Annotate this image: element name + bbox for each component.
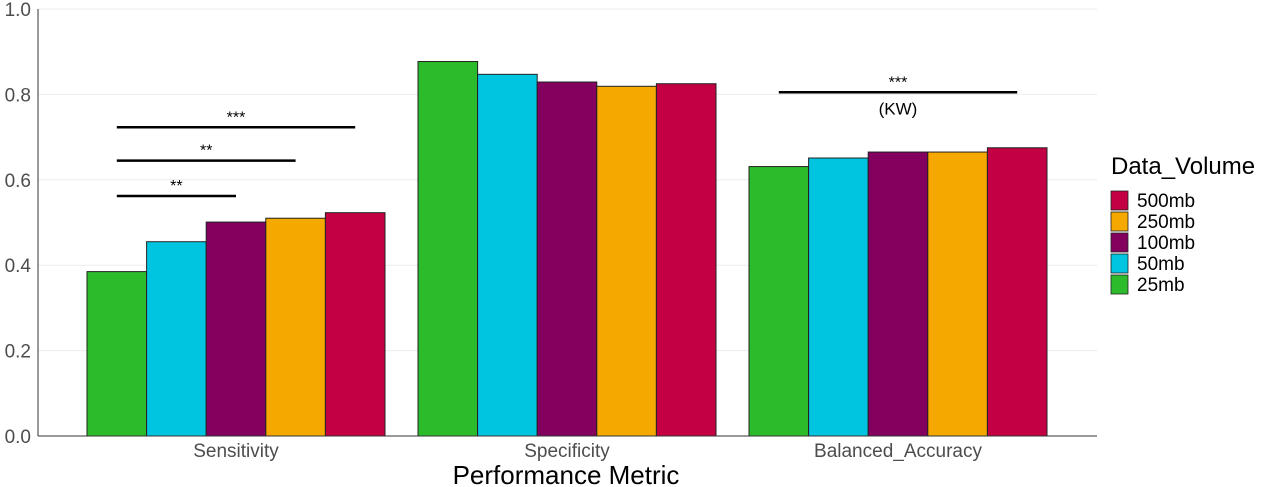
y-tick-label: 0.8 xyxy=(5,85,31,106)
bar-50mb-specificity xyxy=(477,73,538,437)
bar-25mb-specificity xyxy=(417,61,479,437)
significance-label: *** xyxy=(227,109,246,126)
significance-annotations: **********(KW) xyxy=(116,74,1018,198)
legend-swatch-25mb xyxy=(1110,274,1129,295)
significance-label: ** xyxy=(200,143,212,160)
y-tick-label: 0.4 xyxy=(5,256,32,277)
y-tick-label: 0.2 xyxy=(5,342,31,363)
significance-sublabel: (KW) xyxy=(879,99,918,118)
significance-label: *** xyxy=(889,74,908,91)
legend-swatch-500mb xyxy=(1110,190,1129,211)
bar-100mb-specificity xyxy=(536,81,598,437)
bar-500mb-balanced_accuracy xyxy=(986,147,1048,437)
legend-title: Data_Volume xyxy=(1111,153,1255,180)
legend-swatch-250mb xyxy=(1110,211,1129,232)
legend-label-250mb: 250mb xyxy=(1137,212,1195,233)
bars xyxy=(86,61,1048,437)
significance-label: ** xyxy=(170,178,182,195)
bar-250mb-balanced_accuracy xyxy=(927,151,988,437)
x-tick-label: Balanced_Accuracy xyxy=(814,441,982,462)
x-tick-label: Specificity xyxy=(524,441,610,462)
x-tick-label: Sensitivity xyxy=(193,441,279,462)
legend-swatch-50mb xyxy=(1110,253,1129,274)
bar-500mb-specificity xyxy=(655,83,717,437)
bar-25mb-balanced_accuracy xyxy=(748,166,810,437)
bar-50mb-sensitivity xyxy=(146,241,207,437)
legend-label-500mb: 500mb xyxy=(1137,191,1195,212)
legend-label-50mb: 50mb xyxy=(1137,254,1185,275)
bar-25mb-sensitivity xyxy=(86,271,148,437)
x-axis-title: Performance Metric xyxy=(453,460,680,487)
legend-label-25mb: 25mb xyxy=(1137,275,1185,296)
legend-label-100mb: 100mb xyxy=(1137,233,1195,254)
bar-100mb-balanced_accuracy xyxy=(867,151,929,437)
y-tick-label: 0.0 xyxy=(5,427,31,448)
legend-swatch-100mb xyxy=(1110,232,1129,253)
bar-500mb-sensitivity xyxy=(324,212,386,437)
bar-50mb-balanced_accuracy xyxy=(808,157,869,437)
bar-100mb-sensitivity xyxy=(205,221,267,437)
axes: 0.0 0.2 0.4 0.6 0.8 1.0 Sensitivity Specificity… xyxy=(5,0,1097,462)
y-tick-label: 0.6 xyxy=(5,171,31,192)
bar-250mb-specificity xyxy=(596,85,657,437)
bar-250mb-sensitivity xyxy=(265,217,326,437)
y-tick-label: 1.0 xyxy=(5,0,31,21)
